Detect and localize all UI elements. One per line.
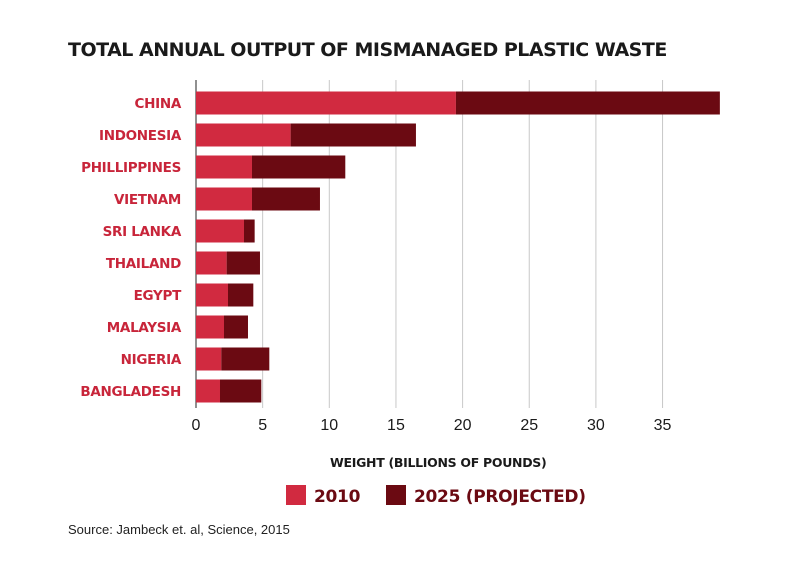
bar-2010	[196, 187, 252, 211]
category-label: THAILAND	[106, 256, 181, 272]
bar-2025-projected	[219, 379, 262, 403]
category-labels: CHINA INDONESIA PHILLIPPINES VIETNAM SRI LAN…	[80, 96, 182, 400]
bar-2010	[196, 283, 228, 307]
x-tick-label: 25	[520, 417, 538, 434]
x-tick-labels: 0 5 10 15 20 25 30 35	[192, 417, 672, 434]
x-axis-label: WEIGHT (BILLIONS OF POUNDS)	[330, 455, 546, 470]
bar-2010	[196, 219, 244, 243]
source-note: Source: Jambeck et. al, Science, 2015	[68, 522, 290, 537]
x-tick-label: 15	[387, 417, 405, 434]
x-tick-label: 5	[258, 417, 267, 434]
bar-2010	[196, 315, 224, 339]
x-tick-label: 30	[587, 417, 605, 434]
legend: 2010 2025 (PROJECTED)	[286, 485, 586, 507]
bar-2025-projected	[251, 155, 346, 179]
bar-2010	[196, 251, 227, 275]
legend-label: 2010	[314, 487, 361, 507]
category-label: EGYPT	[134, 288, 182, 304]
category-label: CHINA	[135, 96, 182, 112]
category-label: MALAYSIA	[107, 320, 182, 336]
bar-2025-projected	[290, 123, 416, 147]
category-label: PHILLIPPINES	[81, 160, 181, 176]
bar-2025-projected	[221, 347, 270, 371]
category-label: SRI LANKA	[103, 224, 182, 240]
bar-2010	[196, 123, 291, 147]
bar-2025-projected	[251, 187, 320, 211]
bar-2010	[196, 155, 252, 179]
x-tick-label: 10	[320, 417, 338, 434]
bar-2025-projected	[455, 91, 720, 115]
category-label: INDONESIA	[99, 128, 182, 144]
bar-2010	[196, 379, 220, 403]
bar-2025-projected	[223, 315, 248, 339]
bar-2010	[196, 347, 222, 371]
legend-swatch	[386, 485, 406, 505]
category-label: VIETNAM	[114, 192, 181, 208]
legend-label: 2025 (PROJECTED)	[414, 487, 586, 507]
bar-2010	[196, 91, 456, 115]
x-tick-label: 0	[192, 417, 201, 434]
bar-2025-projected	[226, 251, 260, 275]
x-tick-label: 20	[454, 417, 472, 434]
bar-2025-projected	[243, 219, 255, 243]
category-label: NIGERIA	[121, 352, 182, 368]
bar-2025-projected	[227, 283, 254, 307]
chart-title: TOTAL ANNUAL OUTPUT OF MISMANAGED PLASTI…	[68, 39, 667, 61]
bars	[196, 91, 720, 403]
x-tick-label: 35	[654, 417, 672, 434]
category-label: BANGLADESH	[80, 384, 181, 400]
legend-swatch	[286, 485, 306, 505]
